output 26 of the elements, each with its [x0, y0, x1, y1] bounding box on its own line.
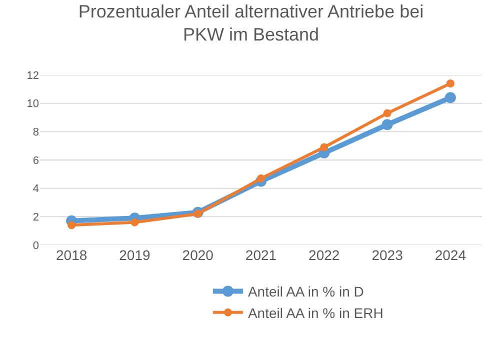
legend-label: Anteil AA in % in ERH: [248, 304, 384, 321]
y-tick-label: 2: [32, 212, 39, 224]
x-tick-label: 2018: [56, 247, 88, 263]
x-tick-label: 2020: [182, 247, 214, 263]
chart-title: Prozentualer Anteil alternativer Antriebe bei PKW im Bestand: [78, 1, 424, 45]
point: [383, 109, 392, 118]
x-tick-label: 2021: [245, 247, 277, 263]
y-tick-label: 4: [32, 183, 39, 196]
y-tick-label: 10: [26, 98, 39, 110]
y-tick-label: 6: [32, 154, 39, 167]
y-tick-label: 8: [32, 126, 39, 139]
point: [130, 218, 139, 226]
x-tick-label: 2019: [119, 247, 150, 263]
point: [446, 80, 454, 88]
legend-label: Anteil AA in % in D: [248, 284, 364, 300]
point: [257, 174, 265, 182]
y-tick-label: 12: [26, 70, 39, 82]
x-tick-label: 2022: [308, 247, 340, 263]
y-tick-label: 0: [32, 240, 39, 252]
point: [444, 92, 456, 104]
x-tick-label: 2024: [434, 247, 466, 263]
x-tick-label: 2023: [372, 247, 404, 263]
point: [320, 143, 328, 152]
point: [194, 210, 202, 218]
point: [382, 119, 393, 130]
point: [68, 221, 76, 230]
